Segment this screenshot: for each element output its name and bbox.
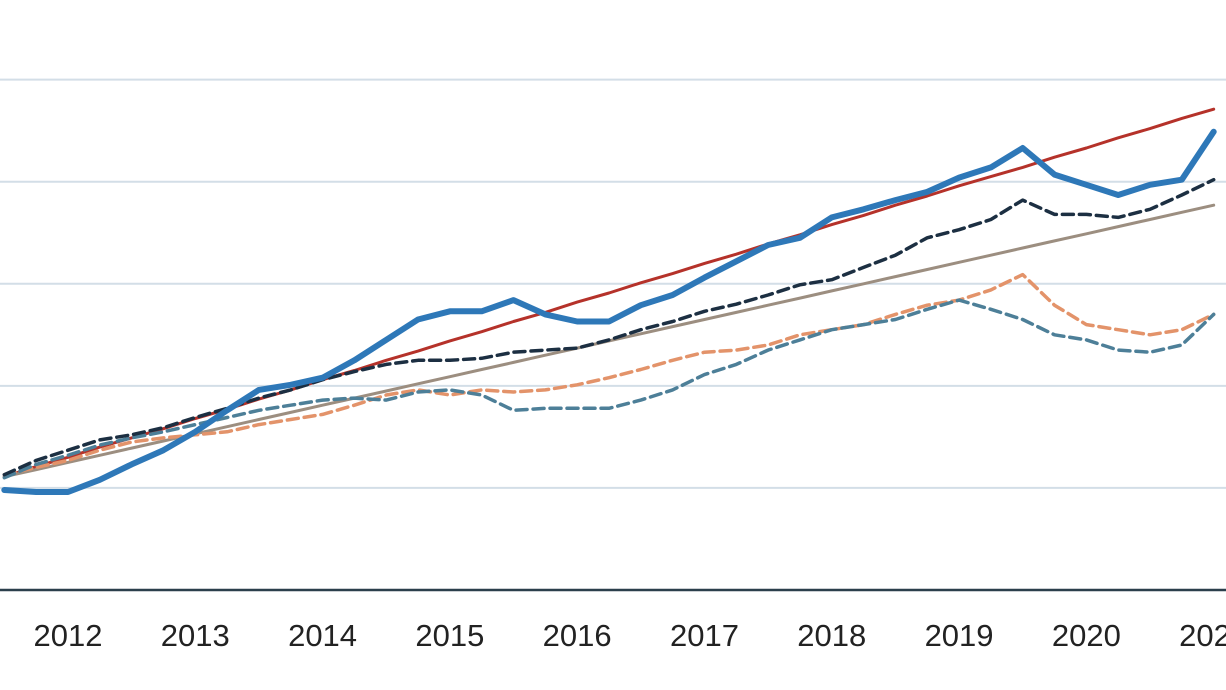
x-tick-label: 2020 xyxy=(1052,618,1121,653)
x-tick-label: 2014 xyxy=(288,618,357,653)
x-tick-label: 2017 xyxy=(670,618,739,653)
x-tick-label: 2016 xyxy=(543,618,612,653)
x-tick-label: 2018 xyxy=(797,618,866,653)
series-line xyxy=(2,272,1216,477)
series-line xyxy=(2,298,1216,480)
x-tick-label: 2013 xyxy=(161,618,230,653)
x-tick-label: 2019 xyxy=(925,618,994,653)
series-line xyxy=(2,177,1216,477)
x-tick-label: 2021 xyxy=(1179,618,1226,653)
series-line xyxy=(1,128,1217,495)
x-tick-label: 2012 xyxy=(33,618,102,653)
x-tick-label: 2015 xyxy=(415,618,484,653)
